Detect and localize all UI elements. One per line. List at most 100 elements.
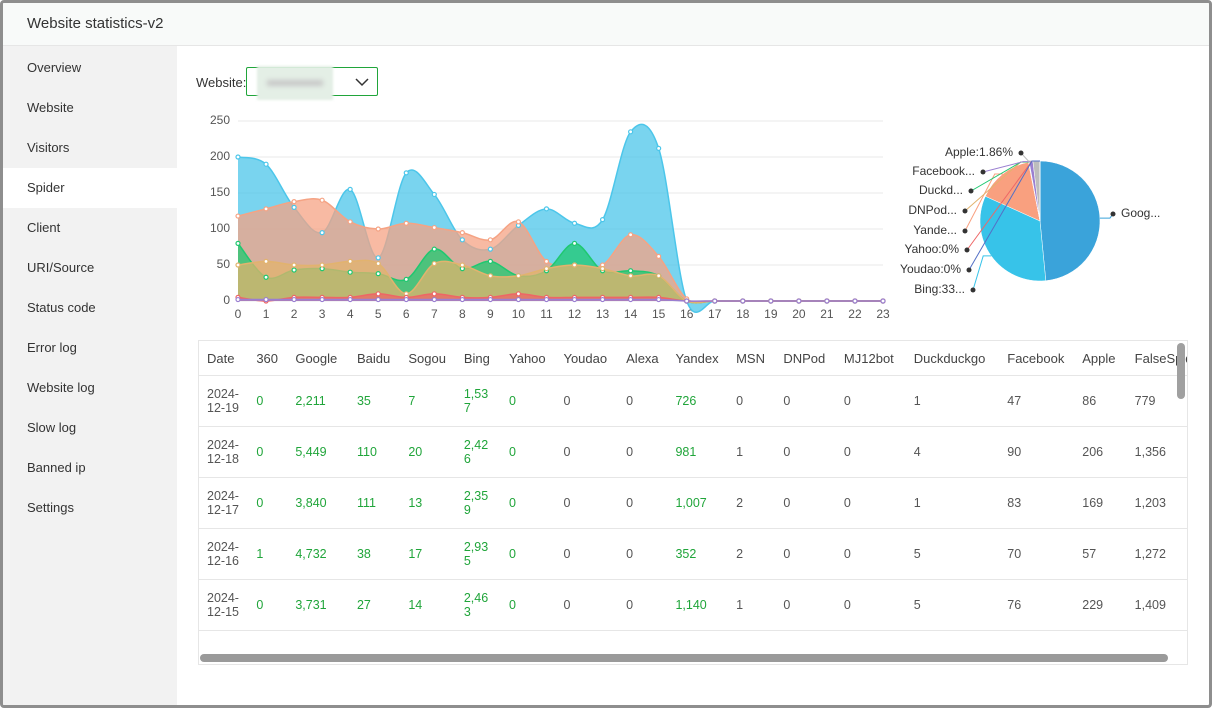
table-cell: 0 [618,579,668,631]
x-tick-label: 18 [736,307,750,321]
x-tick-label: 9 [487,307,494,321]
table-cell: 76 [999,579,1075,631]
data-point [459,262,465,268]
table-cell: 981 [667,426,729,478]
x-tick-label: 1 [263,307,270,321]
table-cell: 1,140 [667,579,729,631]
table-row: 2024-12-19 0 2,211 35 7 1,537 0 0 0 726 0 0 0 1 47 86 77… [199,375,1187,427]
nav-item[interactable]: URI/Source [27,260,95,275]
table-cell: 3,731 [287,579,349,631]
table-cell: 0 [835,375,906,427]
table-cell: 779 [1126,375,1187,427]
table-cell: 0 [555,375,619,427]
column-header: Baidu [348,341,401,376]
data-point [375,255,381,261]
table-cell: 47 [999,375,1075,427]
data-point [431,291,437,297]
nav-item[interactable]: Spider [3,168,177,208]
table-cell: 20 [400,426,456,478]
data-point [431,260,437,267]
table-row: 2024-12-18 0 5,449 110 20 2,426 0 0 0 981 1 0 0 4 90 20… [199,426,1187,478]
data-point [263,206,269,212]
table-cell: 13 [400,477,456,529]
h-scrollbar[interactable] [200,654,1168,662]
data-point [628,232,634,238]
table-cell: 4 [905,426,1000,478]
nav-item[interactable]: Settings [27,500,74,515]
table-cell: 1,007 [667,477,729,529]
nav-item[interactable]: Error log [27,340,77,355]
table-cell: 0 [501,528,556,580]
data-point [824,298,830,304]
table-cell: 3,840 [287,477,349,529]
table-cell: 2,211 [287,375,349,427]
sidebar: Overview Website Visitors Spider Client URI/S… [3,46,177,705]
table-cell: 0 [555,528,619,580]
x-tick-label: 15 [652,307,666,321]
table-cell: 0 [501,426,556,478]
data-point [431,296,437,303]
table-cell: 7 [400,375,456,427]
table-cell: 0 [618,477,668,529]
x-tick-label: 16 [680,307,694,321]
table-cell: 0 [775,528,836,580]
column-header: FalseSpider [1126,341,1187,376]
website-select[interactable] [246,66,378,100]
x-tick-label: 6 [403,307,410,321]
data-point [656,296,662,303]
table-cell: 1,272 [1126,528,1187,580]
table-cell: 110 [348,426,401,478]
data-point [263,258,269,264]
data-point [235,296,241,303]
data-point [459,237,465,243]
table-cell: 0 [618,528,668,580]
x-tick-label: 23 [876,307,890,321]
table-row: 2024-12-16 1 4,732 38 17 2,935 0 0 0 352 2 0 0 5 70 57 1… [199,528,1187,580]
column-header: MJ12bot [835,341,906,376]
table-cell: 111 [348,477,401,529]
label-dot [980,169,986,175]
data-point [291,199,297,205]
v-scrollbar[interactable] [1177,343,1185,399]
table-cell: 0 [555,579,619,631]
nav-item[interactable]: Banned ip [27,460,86,475]
table-cell: 90 [999,426,1075,478]
data-point [599,296,606,303]
data-point [487,296,493,303]
nav-item[interactable]: Status code [27,300,96,315]
nav-item[interactable]: Website log [27,380,95,395]
leader-line [968,160,1040,271]
y-tick-label: 200 [210,149,230,163]
data-point [375,291,381,297]
table-cell: 2024-12-16 [199,528,249,580]
table-cell: 2,426 [455,426,502,478]
nav-item[interactable]: Overview [27,60,82,75]
data-point [543,206,550,212]
table-cell: 1 [728,579,776,631]
nav-item[interactable]: Slow log [27,420,77,435]
data-point [768,298,774,304]
nav-item[interactable]: Website [27,100,74,115]
table-cell: 2024-12-19 [199,375,249,427]
y-tick-label: 0 [223,293,230,307]
data-point [347,186,353,192]
nav-item[interactable]: Visitors [27,140,70,155]
column-header: Bing [455,341,502,376]
table-cell: 57 [1074,528,1127,580]
data-point [347,258,353,264]
table-cell: 0 [835,426,906,478]
column-header: Duckduckgo [905,341,1000,376]
table-cell: 2,463 [455,579,502,631]
data-point [291,204,297,210]
table-cell: 0 [501,579,556,631]
column-header: 360 [248,341,288,376]
x-tick-label: 17 [708,307,722,321]
nav-item[interactable]: Client [27,220,61,235]
chevron [355,78,369,87]
data-point [571,240,578,246]
x-tick-label: 4 [347,307,354,321]
data-point [487,237,493,243]
y-tick-label: 50 [217,257,231,271]
column-header: MSN [728,341,776,376]
